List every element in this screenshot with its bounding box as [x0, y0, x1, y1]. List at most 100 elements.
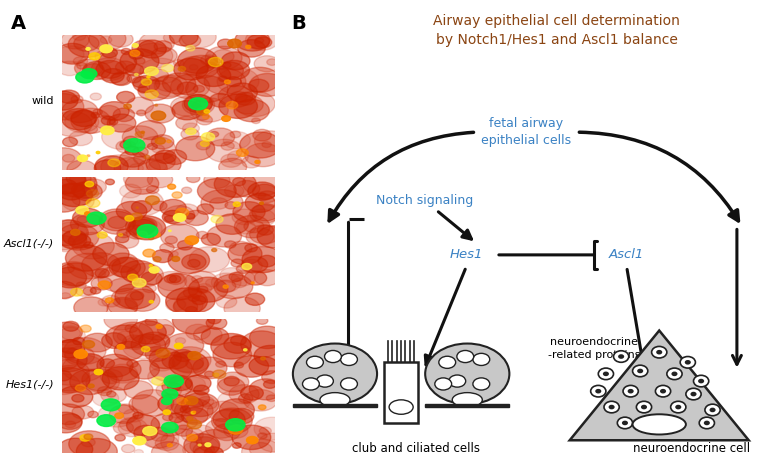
Circle shape — [83, 64, 104, 77]
Circle shape — [71, 229, 80, 236]
Circle shape — [225, 185, 244, 197]
Circle shape — [618, 354, 624, 359]
Circle shape — [188, 277, 228, 302]
Circle shape — [95, 116, 116, 129]
Circle shape — [152, 335, 170, 346]
Polygon shape — [570, 330, 749, 440]
Circle shape — [58, 90, 79, 103]
Circle shape — [206, 128, 235, 146]
Circle shape — [111, 288, 143, 308]
Circle shape — [204, 110, 210, 113]
Circle shape — [52, 404, 85, 425]
Circle shape — [118, 234, 123, 236]
Circle shape — [235, 355, 269, 377]
Circle shape — [149, 300, 153, 303]
Circle shape — [83, 242, 93, 248]
Circle shape — [123, 335, 146, 350]
Circle shape — [233, 95, 263, 114]
Circle shape — [54, 179, 77, 194]
Circle shape — [115, 435, 125, 441]
Circle shape — [185, 375, 211, 391]
Circle shape — [79, 349, 84, 352]
Circle shape — [177, 48, 218, 73]
Circle shape — [87, 155, 90, 157]
Circle shape — [76, 72, 94, 83]
Circle shape — [146, 153, 181, 175]
Circle shape — [256, 192, 266, 198]
Circle shape — [61, 293, 71, 299]
Circle shape — [117, 331, 134, 341]
Circle shape — [108, 159, 120, 167]
Circle shape — [143, 427, 157, 436]
Circle shape — [155, 75, 181, 92]
Circle shape — [206, 139, 242, 162]
Circle shape — [111, 72, 132, 85]
Circle shape — [166, 288, 207, 314]
Circle shape — [176, 116, 197, 130]
Circle shape — [86, 372, 120, 393]
Circle shape — [134, 153, 150, 164]
Circle shape — [162, 389, 178, 399]
Circle shape — [51, 322, 82, 343]
Circle shape — [153, 257, 161, 261]
Circle shape — [197, 284, 212, 293]
Circle shape — [614, 351, 629, 362]
Circle shape — [75, 385, 85, 391]
Circle shape — [127, 414, 159, 436]
Circle shape — [325, 351, 341, 362]
Circle shape — [185, 396, 198, 405]
Circle shape — [116, 234, 139, 248]
Circle shape — [69, 131, 92, 146]
Circle shape — [132, 147, 148, 157]
Circle shape — [189, 247, 229, 272]
Circle shape — [221, 142, 235, 150]
Circle shape — [82, 438, 95, 447]
Circle shape — [85, 212, 90, 215]
Circle shape — [473, 354, 490, 365]
Circle shape — [193, 385, 209, 395]
Circle shape — [166, 404, 186, 418]
Circle shape — [139, 332, 169, 352]
Circle shape — [174, 59, 208, 80]
Circle shape — [72, 208, 103, 227]
Circle shape — [261, 357, 266, 360]
Circle shape — [249, 74, 286, 96]
Circle shape — [47, 220, 89, 245]
Circle shape — [62, 109, 96, 130]
Circle shape — [224, 423, 248, 438]
Circle shape — [132, 219, 162, 238]
Circle shape — [224, 297, 260, 320]
Circle shape — [107, 114, 136, 132]
Circle shape — [246, 437, 258, 444]
Circle shape — [57, 347, 78, 360]
Circle shape — [661, 417, 676, 429]
Circle shape — [257, 226, 291, 248]
Circle shape — [234, 180, 260, 197]
Circle shape — [197, 108, 209, 115]
Circle shape — [162, 394, 171, 399]
Circle shape — [82, 369, 117, 391]
Circle shape — [249, 326, 285, 348]
Circle shape — [120, 49, 159, 74]
Circle shape — [180, 406, 190, 413]
Text: Hes1: Hes1 — [450, 248, 483, 261]
Circle shape — [82, 61, 111, 79]
Circle shape — [254, 56, 280, 72]
Circle shape — [124, 104, 131, 109]
Circle shape — [130, 321, 166, 344]
Circle shape — [136, 207, 138, 208]
Circle shape — [219, 94, 257, 118]
Circle shape — [58, 438, 92, 460]
Circle shape — [214, 424, 240, 440]
Circle shape — [194, 447, 213, 459]
Circle shape — [228, 151, 248, 164]
Circle shape — [91, 112, 99, 118]
Circle shape — [137, 110, 146, 116]
Circle shape — [262, 371, 282, 383]
Circle shape — [306, 356, 323, 368]
Circle shape — [62, 355, 104, 381]
Circle shape — [145, 155, 150, 159]
Circle shape — [244, 271, 267, 285]
Circle shape — [224, 376, 239, 386]
Circle shape — [156, 349, 170, 358]
